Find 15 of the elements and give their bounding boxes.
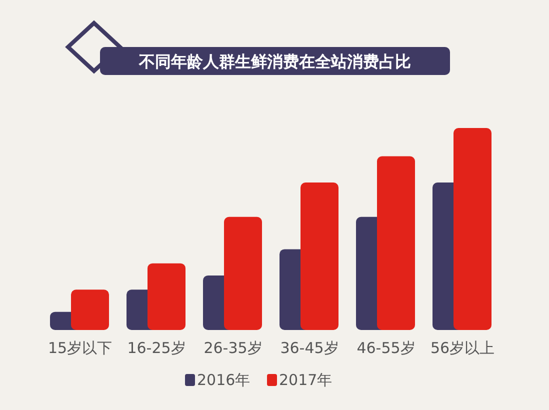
legend-label: 2017年 [279, 371, 332, 389]
legend-label: 2016年 [197, 371, 250, 389]
x-tick-label: 56岁以上 [430, 339, 495, 357]
bar [148, 263, 186, 330]
x-tick-label: 16-25岁 [127, 339, 186, 357]
bar [377, 156, 415, 330]
x-tick-label: 15岁以下 [48, 339, 112, 357]
chart-title: 不同年龄人群生鲜消费在全站消费占比 [138, 52, 411, 71]
x-tick-label: 26-35岁 [204, 339, 262, 357]
bar [300, 182, 338, 330]
x-tick-label: 46-55岁 [356, 339, 416, 357]
bar [71, 290, 109, 330]
bar [224, 216, 262, 330]
bar [454, 128, 492, 330]
x-tick-label: 36-45岁 [280, 339, 339, 357]
